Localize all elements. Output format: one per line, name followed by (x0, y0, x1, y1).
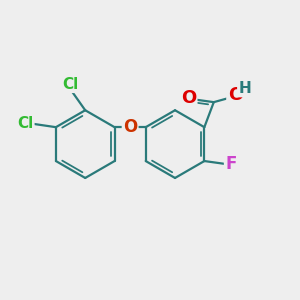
Text: Cl: Cl (17, 116, 33, 131)
Text: O: O (123, 118, 137, 136)
Text: O: O (181, 89, 196, 107)
Text: O: O (228, 86, 243, 104)
Text: H: H (238, 81, 251, 96)
Text: Cl: Cl (62, 77, 79, 92)
Text: F: F (225, 155, 236, 173)
